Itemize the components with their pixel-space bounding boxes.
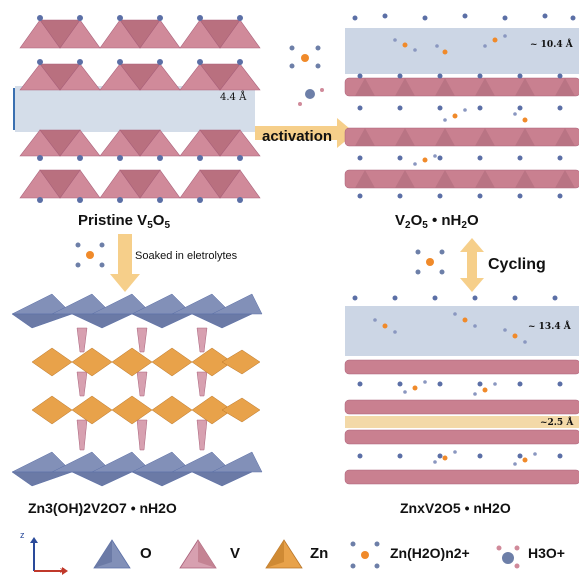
pristine-label-sub1: 5 [147, 220, 153, 231]
hydrated-label-o2: O [466, 212, 479, 229]
zn3-structure [11, 293, 263, 487]
oxygen-legend-icon [93, 539, 131, 569]
zn3-zinc-layer-1 [31, 347, 261, 377]
oxygen-legend-label: O [140, 545, 152, 562]
v2o5-layer-2 [19, 63, 261, 91]
zn3-bottom-layer [11, 451, 263, 487]
axis-indicator [30, 537, 68, 575]
pristine-label-text: Pristine V [78, 212, 148, 229]
v2o5-layer-4 [19, 169, 261, 199]
pristine-v2o5-structure [13, 15, 261, 203]
zn3-label: Zn3(OH)2V2O7 • nH2O [28, 500, 177, 516]
znx-interlayer-label: ~ 13.4 Å [528, 322, 571, 332]
vanadium-legend-icon [179, 539, 217, 569]
hydrated-v2o5-structure [344, 13, 579, 199]
v2o5-layer-1 [19, 19, 261, 49]
zinc-legend-icon [265, 539, 303, 569]
zn3-top-layer [11, 293, 263, 329]
znx-structure [344, 295, 579, 485]
soaked-label: Soaked in eletrolytes [135, 250, 238, 262]
hydronium-legend-label: H3O+ [528, 545, 565, 561]
zn3-pillars [76, 327, 208, 451]
axis-z-label: z [20, 530, 25, 540]
zn3-zinc-layer-2 [31, 395, 261, 425]
hydrated-label-o: O [410, 212, 423, 229]
hydronium-legend-icon [496, 545, 520, 569]
hydrated-interlayer-label: ~ 10.4 Å [530, 40, 573, 50]
hydrated-label-sub-b: 5 [422, 220, 428, 231]
cycling-arrow [460, 238, 484, 292]
hydrated-label-sub-a: 2 [405, 220, 411, 231]
axis-x-label: x [60, 565, 65, 575]
hydrated-label-sub-c: 2 [461, 220, 467, 231]
v2o5-layer-3 [19, 129, 261, 157]
interlayer-band [15, 86, 255, 132]
hydrated-label: V2O5 • nH2O [395, 212, 479, 231]
vanadium-legend-label: V [230, 545, 241, 562]
hydrated-label-nh: • nH [427, 212, 462, 229]
interlayer-band-hydrated [345, 28, 579, 74]
hydrated-ion-cluster-right [415, 249, 445, 275]
intercalated-water [402, 37, 528, 163]
cycling-label: Cycling [488, 256, 546, 273]
znx-small-gap-band [345, 416, 579, 428]
hydrated-ion-cluster-left [75, 242, 105, 268]
hydrated-label-v: V [395, 212, 406, 229]
hydrated-ion-cluster-top [289, 45, 324, 106]
hydrated-zn-legend-label: Zn(H2O)n2+ [390, 545, 470, 561]
pristine-label-o: O [152, 212, 165, 229]
pristine-label-sub2: 5 [164, 220, 170, 231]
hydrated-zn-legend-icon [350, 541, 380, 569]
pristine-interlayer-label: 4.4 Å [220, 92, 247, 103]
soaked-arrow [110, 234, 140, 292]
znx-interlayer-band [345, 306, 579, 356]
pristine-label: Pristine V5O5 [78, 212, 170, 231]
zinc-legend-label: Zn [310, 545, 329, 562]
znx-small-gap-label: ~2.5 Å [540, 418, 574, 428]
activation-arrow [255, 118, 355, 148]
znx-label: ZnxV2O5 • nH2O [400, 500, 511, 516]
activation-label: activation [262, 128, 333, 145]
oxygen-atoms [37, 15, 243, 203]
